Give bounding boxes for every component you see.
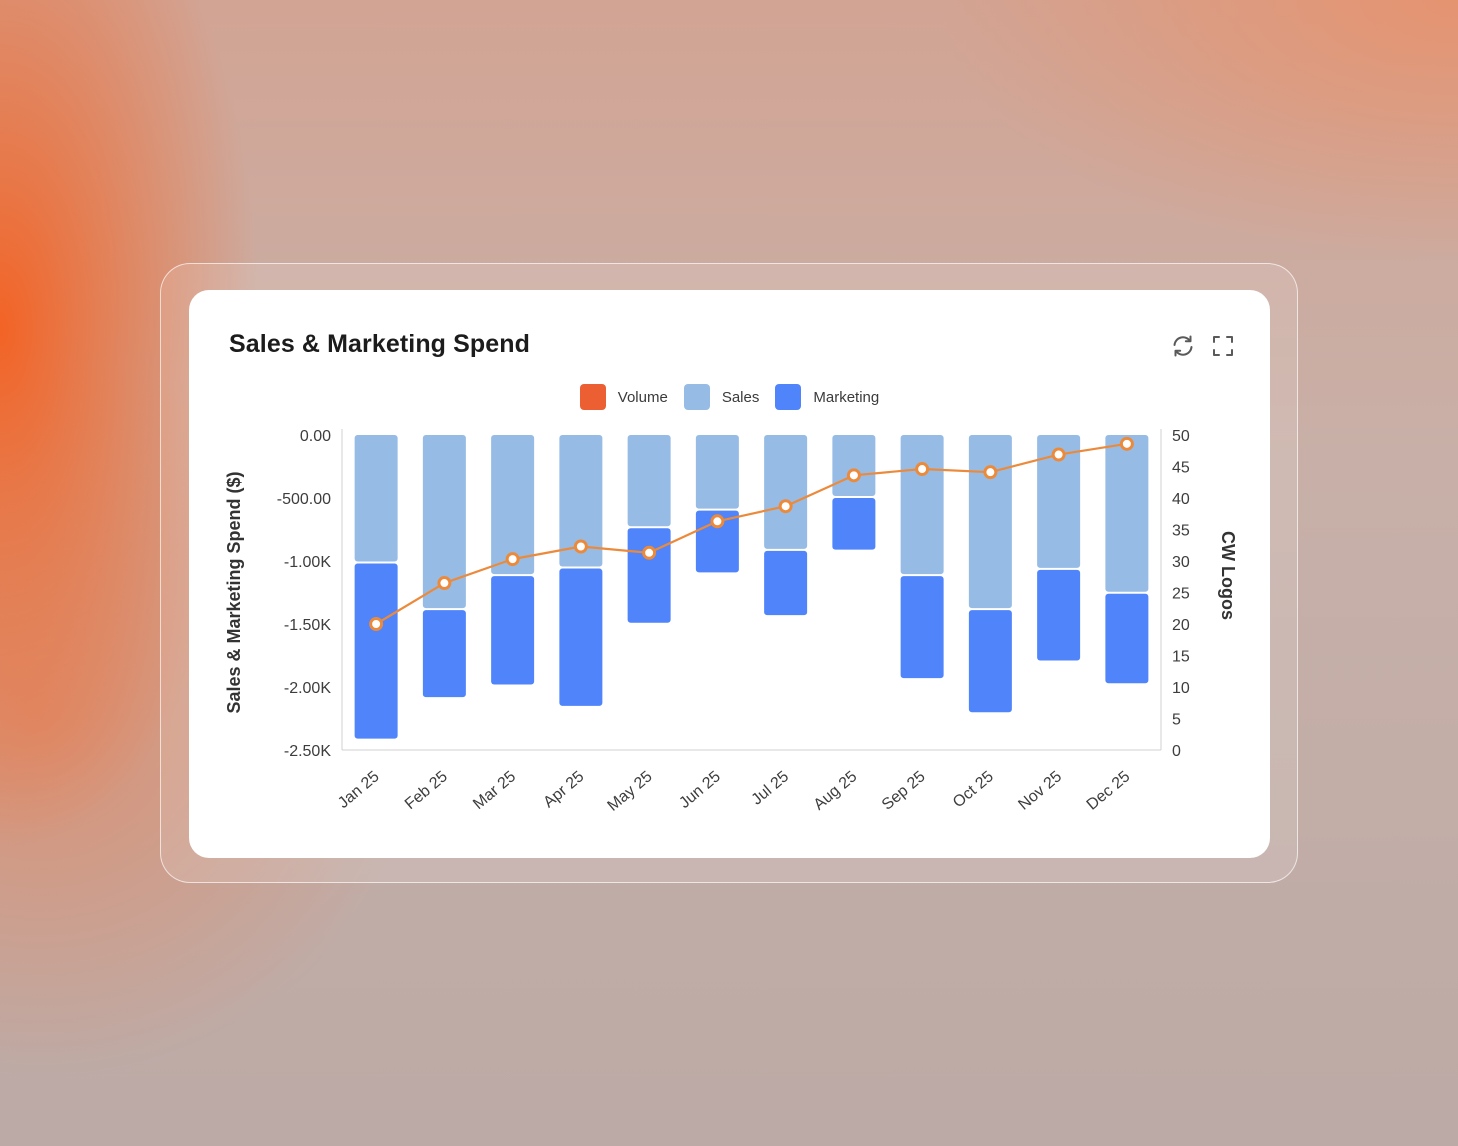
volume-point — [710, 514, 725, 529]
legend-swatch-volume — [579, 384, 606, 410]
volume-point — [1119, 436, 1134, 451]
volume-point — [778, 499, 793, 514]
bar-sales — [491, 435, 535, 575]
bar-marketing — [1037, 569, 1081, 661]
refresh-button[interactable] — [1171, 334, 1195, 358]
volume-line — [375, 442, 1128, 625]
y2-tick-label: 50 — [1172, 428, 1190, 445]
x-tick-label: Jan 25 — [335, 768, 383, 812]
bar-marketing — [764, 550, 808, 616]
bar-marketing — [1105, 593, 1149, 684]
bar-marketing — [491, 576, 535, 685]
bar-marketing — [559, 568, 603, 706]
volume-point — [983, 465, 998, 480]
y-tick-label: -500.00 — [277, 491, 331, 508]
x-tick-label: Nov 25 — [1015, 768, 1065, 814]
y-tick-label: 0.00 — [300, 428, 331, 445]
x-tick-label: Mar 25 — [470, 768, 519, 813]
bar-sales — [832, 435, 876, 496]
legend-label-marketing: Marketing — [813, 388, 880, 406]
legend-swatch-marketing — [775, 384, 802, 410]
legend-item-volume[interactable]: Volume — [579, 384, 668, 410]
volume-point — [846, 468, 861, 483]
y-tick-label: -1.50K — [284, 617, 331, 634]
y2-tick-label: 30 — [1172, 554, 1190, 571]
bar-sales — [627, 435, 671, 527]
y2-tick-label: 15 — [1172, 649, 1190, 666]
refresh-icon — [1173, 335, 1193, 357]
y2-tick-label: 35 — [1172, 523, 1190, 540]
y2-axis-title: CW Logos — [1218, 531, 1238, 620]
bar-sales — [559, 435, 603, 567]
y2-tick-label: 0 — [1172, 743, 1181, 760]
volume-point — [1051, 447, 1066, 462]
bar-sales — [695, 435, 739, 509]
bar-sales — [764, 435, 808, 549]
x-tick-label: May 25 — [605, 768, 656, 815]
y2-tick-label: 45 — [1172, 460, 1190, 477]
volume-point — [505, 552, 520, 567]
legend-label-sales: Sales — [721, 388, 760, 406]
x-tick-label: Aug 25 — [811, 768, 861, 814]
legend-item-marketing[interactable]: Marketing — [775, 384, 879, 410]
x-tick-label: Apr 25 — [540, 768, 587, 811]
volume-point — [915, 462, 930, 477]
volume-point — [573, 539, 588, 554]
bar-sales — [968, 435, 1012, 609]
chart-legend: Volume Sales Marketing — [189, 384, 1270, 410]
bar-marketing — [832, 498, 876, 550]
y2-tick-label: 20 — [1172, 617, 1190, 634]
y2-tick-label: 10 — [1172, 680, 1190, 697]
x-tick-label: Dec 25 — [1084, 768, 1134, 814]
y-tick-label: -2.00K — [284, 680, 331, 697]
legend-label-volume: Volume — [617, 388, 668, 406]
volume-point — [437, 576, 452, 591]
y-axis-title: Sales & Marketing Spend ($) — [224, 471, 244, 713]
chart-card: Sales & Marketing Spend Volume Sales Mar… — [189, 290, 1270, 858]
legend-swatch-sales — [683, 384, 710, 410]
x-tick-label: Oct 25 — [950, 768, 997, 811]
y-tick-label: -2.50K — [284, 743, 331, 760]
fullscreen-button[interactable] — [1211, 334, 1235, 358]
bar-marketing — [354, 563, 398, 739]
legend-item-sales[interactable]: Sales — [683, 384, 760, 410]
bar-sales — [354, 435, 398, 562]
combo-chart: 0.00-500.00-1.00K-1.50K-2.00K-2.50K50454… — [224, 428, 1238, 815]
fullscreen-icon — [1213, 336, 1233, 356]
card-title: Sales & Marketing Spend — [229, 330, 530, 358]
bar-marketing — [627, 528, 671, 623]
volume-point — [642, 545, 657, 560]
bar-marketing — [900, 576, 944, 679]
y2-tick-label: 25 — [1172, 586, 1190, 603]
volume-point — [369, 617, 384, 631]
y2-tick-label: 40 — [1172, 491, 1190, 508]
y2-tick-label: 5 — [1172, 712, 1181, 729]
x-tick-label: Feb 25 — [402, 768, 451, 813]
x-tick-label: Jun 25 — [676, 768, 724, 812]
bar-sales — [900, 435, 944, 575]
bar-sales — [1037, 435, 1081, 568]
bar-marketing — [968, 610, 1012, 713]
x-tick-label: Sep 25 — [879, 768, 929, 814]
y-tick-label: -1.00K — [284, 554, 331, 571]
bar-sales — [1105, 435, 1149, 592]
bar-marketing — [422, 610, 466, 698]
x-tick-label: Jul 25 — [749, 768, 793, 809]
bar-sales — [422, 435, 466, 609]
